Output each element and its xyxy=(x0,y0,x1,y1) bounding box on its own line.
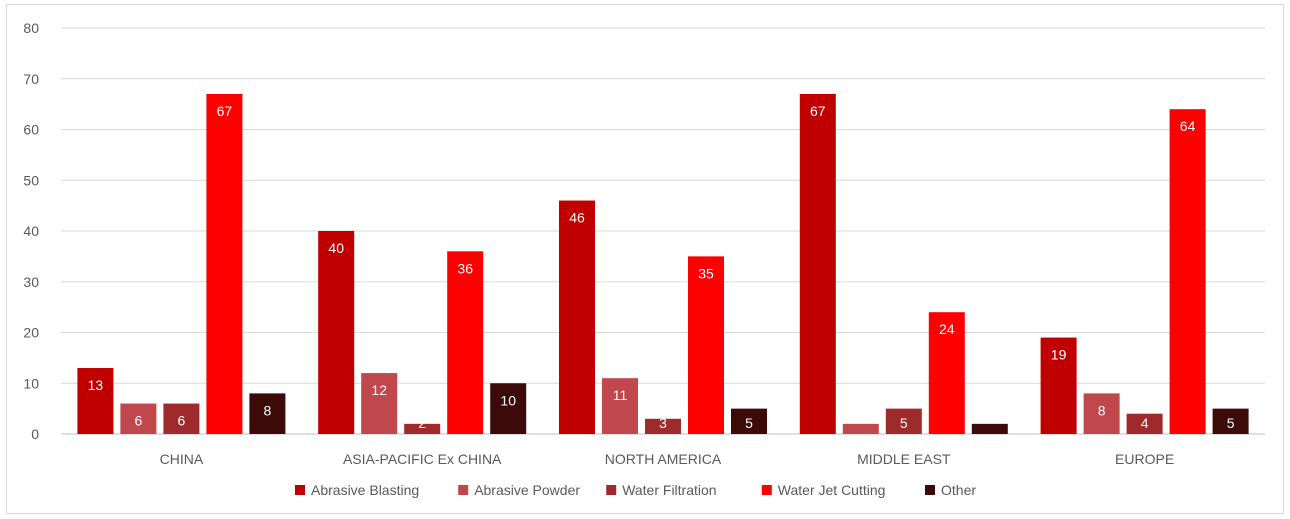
legend-label: Other xyxy=(941,482,976,498)
legend: Abrasive Blasting Abrasive Powder Water Fi… xyxy=(295,482,976,498)
category-label: EUROPE xyxy=(1115,451,1174,467)
y-tick-label: 30 xyxy=(23,274,39,290)
data-label: 10 xyxy=(500,392,516,408)
category-label: MIDDLE EAST xyxy=(857,451,951,467)
bar xyxy=(1212,408,1249,434)
gridlines xyxy=(61,27,1265,435)
y-tick-label: 80 xyxy=(23,20,39,36)
data-label: 40 xyxy=(328,240,344,256)
legend-swatch xyxy=(295,485,305,495)
y-tick-label: 40 xyxy=(23,223,39,239)
bar xyxy=(490,383,527,434)
legend-swatch xyxy=(925,485,935,495)
bar xyxy=(842,423,879,434)
legend-swatch xyxy=(761,485,772,495)
data-label: 5 xyxy=(745,415,753,431)
y-tick-label: 20 xyxy=(23,325,39,341)
bar xyxy=(559,200,595,434)
bar xyxy=(928,312,965,434)
y-tick-label: 0 xyxy=(31,426,39,442)
data-label: 13 xyxy=(88,377,104,393)
y-axis-ticks: 0 10 20 30 40 50 60 70 80 xyxy=(23,20,39,442)
data-label: 6 xyxy=(135,413,143,429)
data-label: 6 xyxy=(178,413,186,429)
bar xyxy=(318,231,355,434)
y-tick-label: 60 xyxy=(23,122,39,138)
data-label: 4 xyxy=(1141,415,1149,431)
data-label: 24 xyxy=(939,321,955,337)
y-tick-label: 70 xyxy=(23,71,39,87)
data-labels: 13 6 6 67 8 40 12 2 36 10 46 11 3 35 5 67 5 24 19 8 4 64 5 xyxy=(88,103,1235,431)
category-label: NORTH AMERICA xyxy=(605,451,722,467)
bar xyxy=(120,403,157,434)
bar xyxy=(404,423,441,434)
legend-label: Abrasive Powder xyxy=(474,482,580,498)
bar xyxy=(602,378,638,434)
data-label: 19 xyxy=(1051,347,1067,363)
data-label: 64 xyxy=(1180,118,1196,134)
data-label: 11 xyxy=(613,387,628,403)
bar xyxy=(885,408,922,434)
bar xyxy=(361,373,398,434)
x-axis-categories: CHINA ASIA-PACIFIC Ex CHINA NORTH AMERICA M… xyxy=(160,451,1175,467)
data-label: 12 xyxy=(371,382,387,398)
data-label: 36 xyxy=(457,260,473,276)
legend-label: Abrasive Blasting xyxy=(311,482,419,498)
data-label: 8 xyxy=(264,402,272,418)
bar xyxy=(77,368,114,434)
bar xyxy=(447,251,484,434)
bar xyxy=(1040,337,1077,434)
data-label: 8 xyxy=(1098,402,1106,418)
data-label: 67 xyxy=(217,103,233,119)
bar xyxy=(1169,109,1206,434)
bars xyxy=(77,93,1249,434)
bar xyxy=(163,403,200,434)
legend-label: Water Jet Cutting xyxy=(778,482,886,498)
bar xyxy=(688,256,724,434)
bar xyxy=(1126,413,1163,434)
bar-chart: 0 10 20 30 40 50 60 70 80 13 6 6 67 8 40 12 2 36 10 46 11 3 3… xyxy=(23,20,1265,498)
data-label: 5 xyxy=(1227,415,1235,431)
legend-swatch xyxy=(458,485,469,495)
bar xyxy=(645,418,681,434)
data-label: 2 xyxy=(418,415,426,431)
category-label: CHINA xyxy=(160,451,204,467)
bar xyxy=(1083,393,1120,434)
data-label: 5 xyxy=(900,415,908,431)
data-label: 35 xyxy=(698,265,714,281)
bar xyxy=(249,393,286,434)
chart-frame: 0 10 20 30 40 50 60 70 80 13 6 6 67 8 40 12 2 36 10 46 11 3 3… xyxy=(6,4,1284,514)
category-label: ASIA-PACIFIC Ex CHINA xyxy=(343,451,502,467)
legend-swatch xyxy=(606,485,617,495)
data-label: 67 xyxy=(810,103,826,119)
y-tick-label: 10 xyxy=(23,375,39,391)
bar xyxy=(799,93,836,434)
y-tick-label: 50 xyxy=(23,172,39,188)
data-label: 46 xyxy=(569,210,585,226)
bar xyxy=(731,408,767,434)
bar xyxy=(206,93,243,434)
bar xyxy=(971,423,1008,434)
legend-label: Water Filtration xyxy=(622,482,716,498)
data-label: 3 xyxy=(659,415,667,431)
